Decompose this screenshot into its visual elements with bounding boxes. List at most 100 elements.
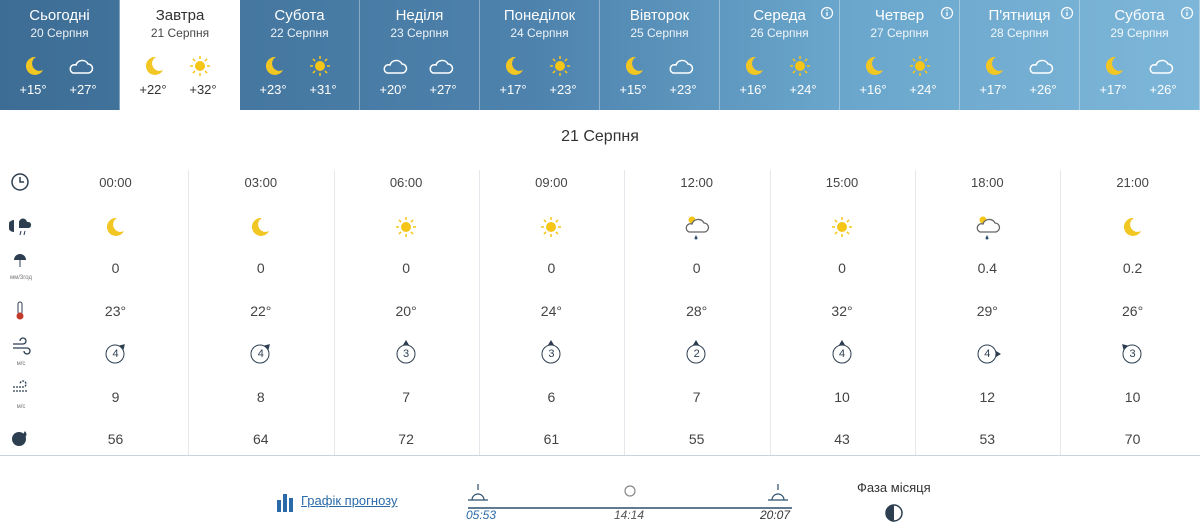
weather-icon xyxy=(669,59,694,74)
day-name: Середа xyxy=(753,7,806,24)
day-name: Вівторок xyxy=(629,7,690,24)
day-tab[interactable]: Субота 29 Серпня +17° +26° xyxy=(1080,0,1200,110)
wind-gust: 10 xyxy=(834,389,850,405)
day-temp: +24° xyxy=(789,82,817,97)
night-temp: +17° xyxy=(1099,82,1127,97)
temperature: 20° xyxy=(395,303,417,319)
row-unit: мм/3год xyxy=(9,275,33,281)
wind-speed: 4 xyxy=(984,348,991,360)
humidity: 64 xyxy=(253,431,269,447)
row-icon xyxy=(13,337,31,355)
wind-speed: 3 xyxy=(1129,348,1136,360)
chart-icon xyxy=(277,494,293,512)
day-tab[interactable]: Неділя 23 Серпня +20° +27° xyxy=(360,0,480,110)
wind-gust: 9 xyxy=(111,389,120,405)
row-icon xyxy=(11,173,29,191)
weather-icon xyxy=(106,217,124,236)
column-divider xyxy=(769,170,771,455)
humidity: 55 xyxy=(688,431,705,447)
humidity: 43 xyxy=(834,431,850,447)
temperature: 28° xyxy=(686,303,708,319)
day-date: 29 Серпня xyxy=(1110,26,1169,40)
day-tab[interactable]: Вівторок 25 Серпня +15° +23° xyxy=(600,0,720,110)
wind-gust: 8 xyxy=(256,389,265,405)
weather-icon xyxy=(910,56,930,76)
info-icon xyxy=(940,6,954,20)
hour-time: 09:00 xyxy=(535,175,568,190)
temperature: 32° xyxy=(831,303,853,319)
day-tab[interactable]: Четвер 27 Серпня +16° +24° xyxy=(840,0,960,110)
precipitation: 0 xyxy=(111,260,120,276)
humidity: 70 xyxy=(1124,431,1141,447)
weather-icon xyxy=(25,56,43,75)
weather-icon xyxy=(985,56,1003,75)
night-temp: +20° xyxy=(379,82,407,97)
column-divider xyxy=(478,170,480,455)
wind-direction xyxy=(1122,344,1142,364)
day-tab[interactable]: Субота 22 Серпня +23° +31° xyxy=(240,0,360,110)
day-temp: +32° xyxy=(189,82,217,97)
night-temp: +17° xyxy=(499,82,527,97)
wind-speed: 2 xyxy=(693,348,700,360)
night-temp: +23° xyxy=(259,82,287,97)
night-temp: +16° xyxy=(739,82,767,97)
day-temp: +26° xyxy=(1029,82,1057,97)
forecast-chart-link[interactable]: Графік прогнозу xyxy=(301,493,398,508)
wind-speed: 4 xyxy=(838,348,846,360)
weather-icon xyxy=(831,217,852,237)
humidity: 61 xyxy=(543,431,560,447)
night-temp: +22° xyxy=(139,82,167,97)
temperature: 22° xyxy=(250,303,272,319)
wind-gust: 7 xyxy=(692,389,701,405)
precipitation: 0 xyxy=(692,260,701,276)
wind-direction xyxy=(250,344,271,364)
day-name: Неділя xyxy=(395,7,444,24)
column-divider xyxy=(1060,170,1062,455)
wind-direction xyxy=(832,340,851,364)
precipitation: 0 xyxy=(256,260,265,276)
row-icon xyxy=(13,380,27,392)
column-divider xyxy=(188,170,190,455)
hour-time: 03:00 xyxy=(244,175,278,190)
precipitation: 0 xyxy=(838,260,846,276)
row-icon xyxy=(12,431,27,446)
info-icon xyxy=(1060,6,1074,20)
temperature: 23° xyxy=(104,303,127,319)
row-icon xyxy=(9,218,32,236)
wind-gust: 7 xyxy=(402,389,410,405)
day-temp: +31° xyxy=(309,82,337,97)
temperature: 29° xyxy=(976,303,998,319)
weather-icon xyxy=(1124,217,1142,236)
weather-icon xyxy=(976,216,1000,240)
day-length: 14:14 xyxy=(614,508,645,522)
day-tab[interactable]: Завтра 21 Серпня +22° +32° xyxy=(120,0,240,110)
wind-speed: 4 xyxy=(257,348,264,360)
hour-time: 21:00 xyxy=(1116,175,1149,190)
moon-phase-icon xyxy=(885,504,903,522)
day-date: 25 Серпня xyxy=(630,26,689,40)
day-tab[interactable]: П'ятниця 28 Серпня +17° +26° xyxy=(960,0,1080,110)
hour-time: 18:00 xyxy=(971,175,1004,190)
night-temp: +15° xyxy=(19,82,47,97)
precipitation: 0.4 xyxy=(977,260,998,276)
temperature: 26° xyxy=(1122,303,1144,319)
weather-icon xyxy=(395,217,416,237)
day-tab[interactable]: Середа 26 Серпня +16° +24° xyxy=(720,0,840,110)
weather-icon xyxy=(540,217,561,237)
precipitation: 0.2 xyxy=(1122,260,1143,276)
temperature: 24° xyxy=(540,303,562,319)
weather-icon xyxy=(550,56,570,76)
wind-direction xyxy=(541,340,561,364)
day-tab[interactable]: Сьогодні 20 Серпня +15° +27° xyxy=(0,0,120,110)
weather-icon xyxy=(383,59,408,74)
day-name: П'ятниця xyxy=(988,7,1051,24)
weather-icon xyxy=(1105,56,1123,75)
moon-phase-label: Фаза місяця xyxy=(857,480,931,495)
info-icon xyxy=(820,6,834,20)
day-date: 28 Серпня xyxy=(990,26,1049,40)
hour-time: 00:00 xyxy=(99,175,132,190)
wind-direction xyxy=(686,340,706,364)
hour-time: 06:00 xyxy=(389,175,423,190)
day-tab[interactable]: Понеділок 24 Серпня +17° +23° xyxy=(480,0,600,110)
row-icon xyxy=(14,254,26,267)
